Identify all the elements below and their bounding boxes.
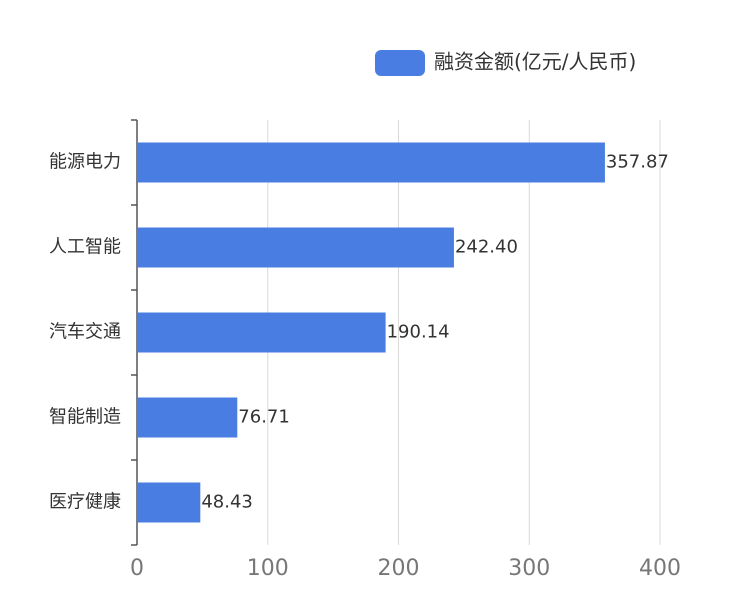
- y-tick-label: 汽车交通: [49, 322, 121, 343]
- value-label: 242.40: [455, 237, 518, 258]
- bar: [137, 312, 386, 353]
- x-tick-label: 200: [378, 556, 420, 581]
- x-tick-label: 0: [130, 556, 144, 581]
- value-label: 48.43: [201, 492, 253, 513]
- y-tick-label: 能源电力: [49, 152, 121, 173]
- value-label: 76.71: [238, 407, 290, 428]
- y-tick-label: 智能制造: [49, 407, 121, 428]
- bar: [137, 482, 201, 523]
- legend-label: 融资金额(亿元/人民币): [434, 50, 636, 74]
- bar: [137, 227, 454, 268]
- x-tick-label: 400: [639, 556, 681, 581]
- y-tick-label: 医疗健康: [49, 492, 121, 513]
- legend-swatch: [375, 50, 425, 76]
- bar: [137, 397, 238, 438]
- x-tick-label: 300: [508, 556, 550, 581]
- value-label: 190.14: [387, 322, 450, 343]
- value-label: 357.87: [606, 152, 669, 173]
- x-tick-label: 100: [247, 556, 289, 581]
- bar: [137, 142, 605, 183]
- y-tick-label: 人工智能: [49, 237, 121, 258]
